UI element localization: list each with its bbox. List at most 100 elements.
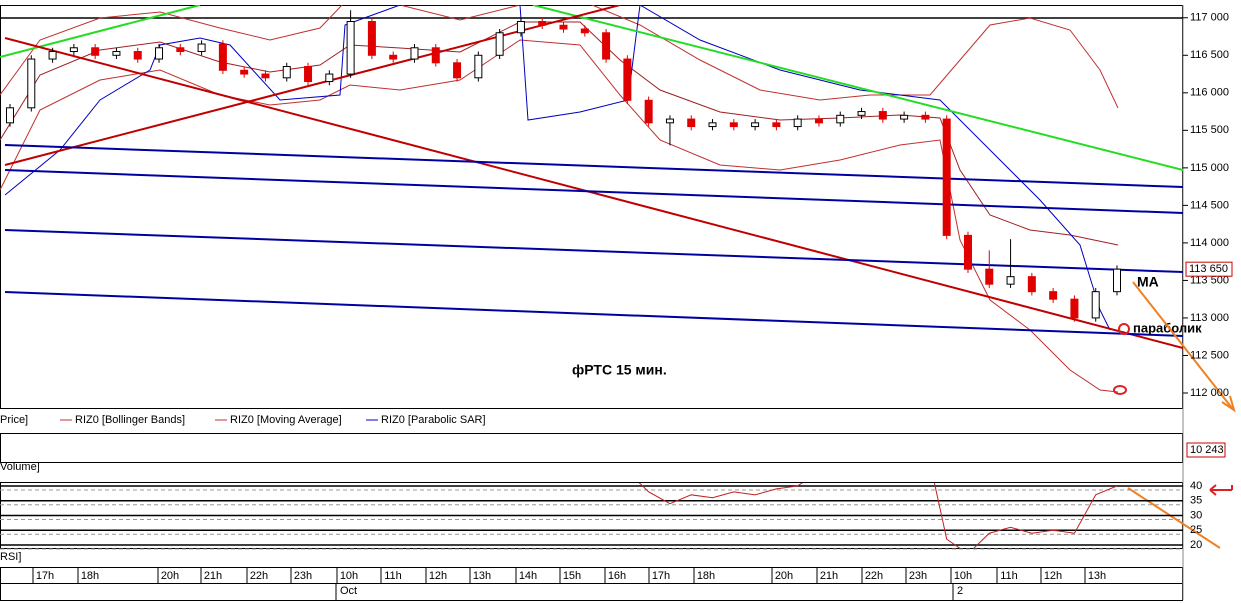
x-tick-label: 11h bbox=[1000, 570, 1018, 582]
candle-body bbox=[623, 58, 632, 101]
arrow bbox=[1127, 487, 1221, 549]
candle-body bbox=[346, 21, 355, 75]
arrow bbox=[1132, 281, 1233, 409]
legend-entry: RIZ0 [Moving Average] bbox=[230, 414, 342, 426]
x-tick-label: 17h bbox=[652, 570, 670, 582]
candle-body bbox=[538, 21, 547, 26]
x-tick-label: 21h bbox=[820, 570, 838, 582]
candle-body bbox=[112, 51, 121, 56]
x-tick-label: 11h bbox=[384, 570, 402, 582]
candle-body bbox=[1091, 291, 1100, 319]
trend-line bbox=[4, 37, 1183, 349]
annotation: фРТС 15 мин. bbox=[572, 362, 667, 378]
x-tick-label: 13h bbox=[473, 570, 491, 582]
trend-line bbox=[4, 5, 621, 166]
candle-body bbox=[325, 73, 334, 83]
candle-body bbox=[261, 73, 270, 79]
candle-body bbox=[240, 69, 249, 75]
x-tick-label: 18h bbox=[81, 570, 99, 582]
y-tick-label: 112 000 bbox=[1190, 387, 1229, 399]
candle-body bbox=[27, 58, 36, 109]
candle-body bbox=[516, 21, 525, 34]
last-price-box bbox=[1185, 261, 1233, 277]
candle-body bbox=[900, 114, 909, 120]
panel-title: Volume] bbox=[0, 461, 40, 473]
y-tick-label: 117 000 bbox=[1190, 12, 1229, 24]
candle-body bbox=[708, 122, 717, 128]
candle-body bbox=[410, 47, 419, 60]
x-tick-label: 14h bbox=[519, 570, 537, 582]
y-tick-label: 113 000 bbox=[1190, 312, 1229, 324]
x-tick-label: 23h bbox=[294, 570, 312, 582]
trend-line bbox=[4, 291, 1183, 337]
y-tick-label: 116 000 bbox=[1190, 87, 1229, 99]
candle-body bbox=[282, 66, 291, 79]
ma-label: MA bbox=[1137, 274, 1159, 290]
y-tick-label: 114 500 bbox=[1190, 199, 1229, 211]
overlays bbox=[0, 5, 1183, 393]
volume-label: 10 243 bbox=[1190, 444, 1224, 456]
candle-body bbox=[665, 118, 674, 124]
candle-body bbox=[793, 118, 802, 128]
candle-body bbox=[814, 118, 823, 124]
candle-body bbox=[1113, 268, 1121, 293]
volume-panel bbox=[0, 433, 1183, 463]
candle-body bbox=[751, 122, 760, 128]
candle-body bbox=[580, 28, 589, 34]
trend-line bbox=[532, 5, 1183, 171]
candle-body bbox=[133, 51, 142, 60]
bollinger-upper bbox=[0, 5, 1119, 109]
last-price-label: 113 650 bbox=[1189, 263, 1228, 275]
candle-body bbox=[1027, 276, 1036, 293]
y-tick-label: 116 500 bbox=[1190, 49, 1229, 61]
trend-line bbox=[4, 229, 1183, 273]
date-label: Oct bbox=[340, 585, 357, 597]
candle-body bbox=[729, 122, 738, 128]
rsi-tick-label: 30 bbox=[1190, 509, 1202, 521]
date-label: 2 bbox=[957, 585, 963, 597]
candle-body bbox=[878, 111, 887, 120]
candles bbox=[6, 10, 1121, 322]
rsi-tick-label: 20 bbox=[1190, 539, 1202, 551]
parabolic-sar bbox=[4, 5, 1111, 331]
x-tick-label: 15h bbox=[563, 570, 581, 582]
trend-line bbox=[4, 144, 1183, 188]
candle-body bbox=[559, 24, 568, 30]
x-tick-label: 21h bbox=[204, 570, 222, 582]
x-tick-label: 17h bbox=[36, 570, 54, 582]
y-tick-label: 112 500 bbox=[1190, 349, 1229, 361]
x-tick-label: 18h bbox=[697, 570, 715, 582]
candle-body bbox=[91, 47, 100, 56]
arrow bbox=[1221, 395, 1236, 413]
candle-body bbox=[602, 32, 611, 60]
candle-body bbox=[1006, 276, 1015, 285]
candle-body bbox=[367, 21, 376, 56]
candle-body bbox=[304, 66, 313, 83]
marker-circle bbox=[1118, 323, 1130, 335]
x-tick-label: 16h bbox=[608, 570, 626, 582]
legend-entry: RIZ0 [Bollinger Bands] bbox=[75, 414, 185, 426]
x-tick-label: 13h bbox=[1088, 570, 1106, 582]
x-tick-label: 22h bbox=[250, 570, 268, 582]
x-tick-label: 10h bbox=[340, 570, 358, 582]
candle-body bbox=[921, 114, 930, 120]
x-tick-label: 20h bbox=[775, 570, 793, 582]
legend-entry: Price] bbox=[0, 414, 28, 426]
legend-entry: RIZ0 [Parabolic SAR] bbox=[381, 414, 486, 426]
candle-body bbox=[836, 114, 845, 124]
y-tick-label: 115 000 bbox=[1190, 162, 1229, 174]
x-tick-label: 12h bbox=[1044, 570, 1062, 582]
candle-body bbox=[6, 107, 14, 124]
rsi-tick-label: 40 bbox=[1190, 480, 1202, 492]
candle-body bbox=[942, 118, 951, 236]
candle-body bbox=[857, 111, 866, 116]
moving-average bbox=[0, 21, 1119, 246]
y-tick-label: 113 500 bbox=[1190, 274, 1229, 286]
y-tick-label: 114 000 bbox=[1190, 237, 1229, 249]
candle-body bbox=[218, 43, 227, 71]
candle-body bbox=[474, 54, 483, 79]
candle-body bbox=[453, 62, 462, 79]
rsi-tick-label: 25 bbox=[1190, 524, 1202, 536]
candle-body bbox=[155, 47, 164, 60]
